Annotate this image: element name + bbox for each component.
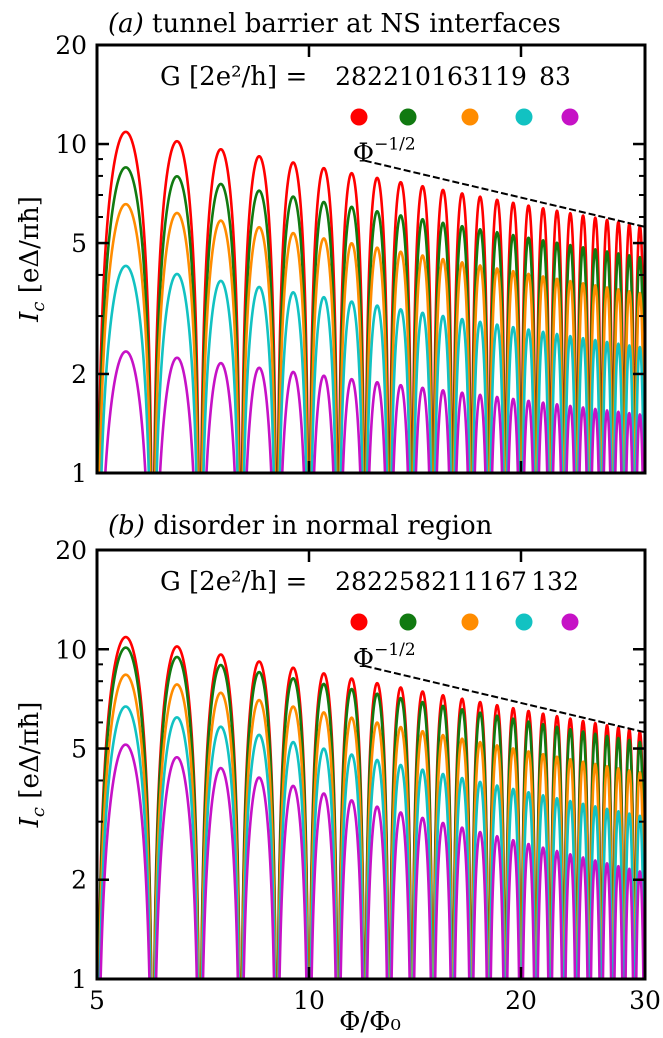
series-211-line [97, 673, 645, 979]
curves [97, 130, 645, 473]
legend-marker-210 [399, 108, 417, 126]
y-tick-label: 10 [55, 635, 87, 664]
y-tick-label: 1 [71, 965, 87, 994]
legend-value-163: 163 [431, 62, 479, 91]
legend-value-210: 210 [383, 62, 431, 91]
y-tick-label: 1 [71, 459, 87, 488]
y-tick-label: 5 [71, 229, 87, 258]
y-tick-label: 2 [71, 360, 87, 389]
series-210-line [97, 166, 645, 473]
series-282-line [97, 130, 645, 473]
y-axis-label: Ic [eΔ/πħ] [15, 702, 49, 829]
legend-marker-258 [399, 613, 417, 631]
legend-marker-282 [350, 613, 368, 631]
reference-label: Φ−1/2 [353, 640, 416, 674]
legend-value-119: 119 [479, 62, 527, 91]
series-163-line [98, 202, 645, 473]
legend-marker-163 [461, 108, 479, 126]
legend-marker-132 [561, 613, 579, 631]
x-tick-label: 10 [293, 986, 325, 1015]
legend-value-211: 211 [431, 567, 479, 596]
legend-value-132: 132 [531, 567, 579, 596]
series-132-line [99, 743, 645, 979]
y-tick-label: 20 [55, 536, 87, 565]
y-tick-label: 10 [55, 130, 87, 159]
reference-line [364, 159, 646, 228]
legend-marker-211 [461, 613, 479, 631]
x-axis-label: Φ/Φ₀ [339, 1007, 401, 1037]
legend-value-282: 282 [335, 567, 383, 596]
legend-marker-119 [515, 108, 533, 126]
y-tick-label: 5 [71, 735, 87, 764]
legend-title: G [2e²/h] = [160, 62, 307, 92]
legend-value-282: 282 [335, 62, 383, 91]
panel-title: (a) tunnel barrier at NS interfaces [108, 9, 561, 39]
legend-marker-167 [515, 613, 533, 631]
panel-b: (b) disorder in normal region Φ−1/2 G [2e²… [15, 511, 661, 1037]
panel-a: (a) tunnel barrier at NS interfaces Φ−1/2… [15, 9, 647, 488]
series-167-line [98, 705, 645, 979]
y-tick-label: 2 [71, 866, 87, 895]
series-119-line [100, 264, 645, 473]
y-axis-label: Ic [eΔ/πħ] [15, 196, 49, 323]
x-tick-label: 5 [89, 986, 105, 1015]
legend-value-167: 167 [479, 567, 527, 596]
series-83-line [104, 350, 644, 473]
legend-marker-282 [350, 108, 368, 126]
y-tick-label: 20 [55, 31, 87, 60]
legend-value-258: 258 [383, 567, 431, 596]
curves [97, 635, 645, 979]
plot-frame [95, 548, 647, 981]
plot-frame [95, 43, 647, 475]
x-tick-label: 20 [505, 986, 537, 1015]
panel-title: (b) disorder in normal region [108, 511, 493, 541]
legend-value-83: 83 [539, 62, 571, 91]
reference-label: Φ−1/2 [353, 135, 416, 169]
x-tick-label: 30 [629, 986, 661, 1015]
legend-marker-83 [561, 108, 579, 126]
legend-title: G [2e²/h] = [160, 567, 307, 597]
reference-line [364, 664, 646, 734]
